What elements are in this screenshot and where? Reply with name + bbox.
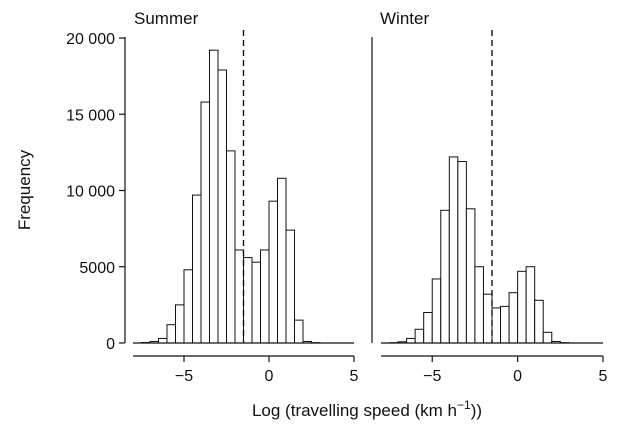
histogram-bar [244,258,253,343]
x-tick-label: 5 [599,368,608,385]
x-axis-title-close: )) [471,401,482,420]
histogram-bar [210,50,219,343]
histogram-bar [278,178,287,343]
y-axis-title: Frequency [15,149,34,230]
histogram-bar [415,329,424,343]
histogram-bar [509,293,518,343]
histogram-bar [184,270,193,343]
histogram-bar [261,250,270,343]
x-tick-label: 0 [265,368,274,385]
y-tick-label: 20 000 [66,31,115,48]
histogram-bar [441,210,450,343]
histogram-bar [526,267,535,343]
x-tick-label: −5 [423,368,441,385]
panel-summer: Summer −5 0 5 [133,9,359,385]
y-tick-label: 15 000 [66,107,115,124]
histogram-bar [483,294,492,343]
y-tick-label: 0 [106,336,115,353]
histogram-bar [475,267,484,343]
histogram-bar [176,305,185,343]
x-tick-label: −5 [175,368,193,385]
histogram-bar [227,151,236,343]
histogram-bar [193,195,202,343]
histogram-bar [458,162,467,343]
panel-title-summer: Summer [134,9,199,28]
x-axis-title: Log (travelling speed (km h−1)) [252,398,482,420]
x-axis-title-exponent: −1 [457,398,471,412]
histogram-bar [201,102,210,343]
x-tick-label: 5 [350,368,359,385]
y-tick-label: 10 000 [66,184,115,201]
histogram-bar [167,325,176,343]
bars-winter [390,157,569,343]
y-tick-label: 5000 [79,260,115,277]
bars-summer [142,50,321,343]
histogram-bar [286,230,295,343]
histogram-bar [492,308,501,343]
histogram-bar [449,157,458,343]
histogram-bar [218,70,227,343]
histogram-bar [518,271,527,343]
panel-title-winter: Winter [380,9,429,28]
histogram-bar [424,313,433,344]
histogram-bar [535,300,544,343]
panel-winter: Winter −5 0 5 [372,9,608,385]
histogram-bar [295,320,304,343]
histogram-bar [432,279,441,343]
histogram-bar [466,209,475,343]
y-axis: 0 5000 10 000 15 000 20 000 [66,31,125,353]
histogram-bar [501,306,510,343]
histogram-bar [269,201,278,343]
histogram-bar [407,338,416,343]
histogram-bar [252,262,261,343]
histogram-bar [235,250,244,343]
histogram-bar [159,338,168,343]
x-axis-summer: −5 0 5 [133,343,359,385]
x-axis-title-text: Log (travelling speed (km h [252,401,457,420]
histogram-bar [543,332,552,343]
x-tick-label: 0 [513,368,522,385]
